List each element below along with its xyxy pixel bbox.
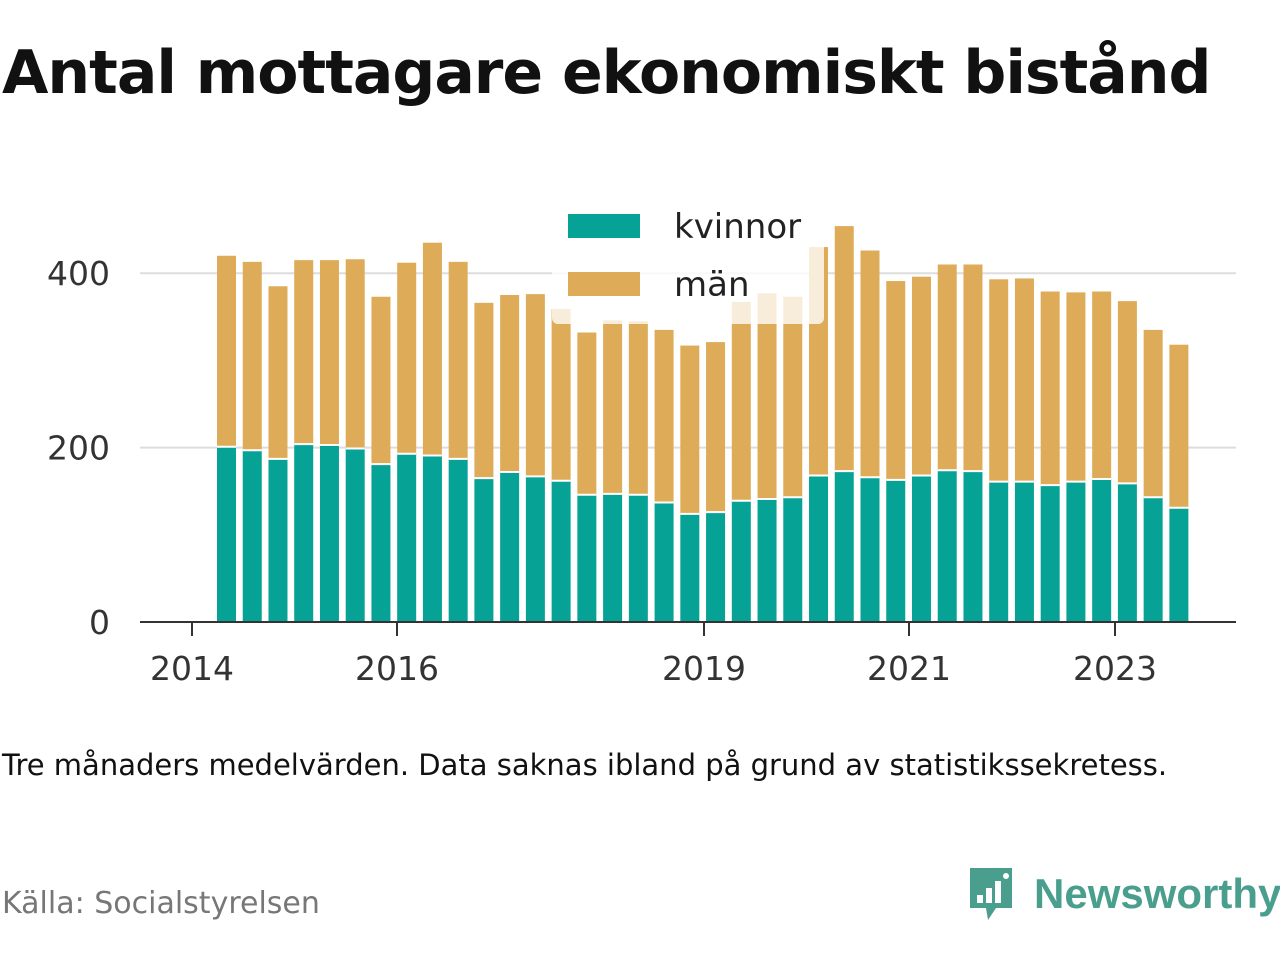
bar-kvinnor xyxy=(1014,481,1034,622)
bar-man xyxy=(268,286,288,459)
bar-kvinnor xyxy=(422,455,442,622)
bar-kvinnor xyxy=(242,450,262,622)
bar-kvinnor xyxy=(551,480,571,622)
bar-kvinnor xyxy=(783,497,803,622)
bar-man xyxy=(1117,301,1137,484)
source-note: Källa: Socialstyrelsen xyxy=(2,886,320,921)
chart-caption: Tre månaders medelvärden. Data saknas ib… xyxy=(2,748,1168,782)
bar-kvinnor xyxy=(706,512,726,622)
x-tick-label: 2016 xyxy=(355,649,439,688)
bar-kvinnor xyxy=(628,494,648,622)
bar-kvinnor xyxy=(448,458,468,622)
bar-man xyxy=(577,332,597,495)
bar-kvinnor xyxy=(371,464,391,622)
bar-kvinnor xyxy=(1066,481,1086,622)
bar-kvinnor xyxy=(911,475,931,622)
bar-man xyxy=(371,296,391,465)
bar-man xyxy=(448,261,468,459)
bar-man xyxy=(1066,292,1086,482)
bar-man xyxy=(731,301,751,501)
bar-man xyxy=(603,320,623,494)
bar-man xyxy=(783,296,803,498)
y-tick-label: 400 xyxy=(47,254,110,293)
brand-name: Newsworthy xyxy=(1034,870,1280,917)
bar-kvinnor xyxy=(345,448,365,622)
y-tick-label: 0 xyxy=(89,603,110,642)
bar-kvinnor xyxy=(1169,507,1189,622)
bar-man xyxy=(628,321,648,495)
bar-kvinnor xyxy=(474,478,494,622)
bar-kvinnor xyxy=(1117,483,1137,622)
bar-man xyxy=(757,293,777,500)
bar-kvinnor xyxy=(577,494,597,622)
bar-kvinnor xyxy=(1143,497,1163,622)
bar-man xyxy=(963,264,983,472)
bar-man xyxy=(319,260,339,445)
bar-man xyxy=(397,262,417,454)
bar-kvinnor xyxy=(500,472,520,622)
bar-man xyxy=(680,345,700,514)
bar-kvinnor xyxy=(757,499,777,622)
bar-kvinnor xyxy=(886,479,906,622)
bar-man xyxy=(1040,291,1060,486)
bar-man xyxy=(551,308,571,481)
bar-man xyxy=(294,260,314,445)
bar-man xyxy=(937,264,957,471)
bar-kvinnor xyxy=(1092,478,1112,622)
bar-man xyxy=(217,255,236,447)
bar-man xyxy=(834,226,854,472)
bar-man xyxy=(654,329,674,503)
chart-title: Antal mottagare ekonomiskt bistånd xyxy=(2,38,1211,108)
bar-man xyxy=(242,261,262,451)
legend-label: kvinnor xyxy=(674,207,801,247)
x-tick-label: 2014 xyxy=(150,649,234,688)
bar-kvinnor xyxy=(989,481,1009,622)
brand-logo[interactable]: Newsworthy xyxy=(966,862,1280,926)
legend-label: män xyxy=(674,265,750,305)
bar-man xyxy=(345,259,365,449)
bar-man xyxy=(525,294,545,477)
x-tick-label: 2021 xyxy=(867,649,951,688)
bar-kvinnor xyxy=(680,513,700,622)
bar-kvinnor xyxy=(217,446,236,622)
bar-man xyxy=(886,281,906,480)
bar-kvinnor xyxy=(937,470,957,622)
bar-man xyxy=(911,276,931,476)
bar-kvinnor xyxy=(525,476,545,622)
bar-man xyxy=(1169,344,1189,508)
bar-man xyxy=(860,250,880,478)
bar-man xyxy=(1143,329,1163,498)
bar-man xyxy=(989,279,1009,482)
bar-man xyxy=(474,302,494,479)
bar-man xyxy=(500,295,520,473)
bar-kvinnor xyxy=(834,471,854,622)
newsworthy-logo-icon xyxy=(970,868,1012,920)
y-tick-label: 200 xyxy=(47,429,110,468)
legend-swatch-kvinnor xyxy=(568,214,640,238)
bar-man xyxy=(1014,278,1034,482)
bar-man xyxy=(422,242,442,456)
bar-kvinnor xyxy=(603,493,623,622)
bar-kvinnor xyxy=(860,477,880,622)
bar-kvinnor xyxy=(654,502,674,622)
x-tick-label: 2023 xyxy=(1073,649,1157,688)
bar-kvinnor xyxy=(319,444,339,622)
bar-kvinnor xyxy=(397,453,417,622)
bar-kvinnor xyxy=(731,500,751,622)
bar-kvinnor xyxy=(1040,485,1060,622)
bar-man xyxy=(706,342,726,513)
bar-kvinnor xyxy=(294,444,314,622)
bar-man xyxy=(1092,291,1112,479)
legend-swatch-man xyxy=(568,272,640,296)
bar-kvinnor xyxy=(963,471,983,622)
bar-kvinnor xyxy=(809,475,829,622)
bar-kvinnor xyxy=(268,458,288,622)
x-tick-label: 2019 xyxy=(662,649,746,688)
stacked-bar-chart: 0 200 400 2014 2016 2019 2021 2023 kvinnor män xyxy=(47,207,1236,688)
